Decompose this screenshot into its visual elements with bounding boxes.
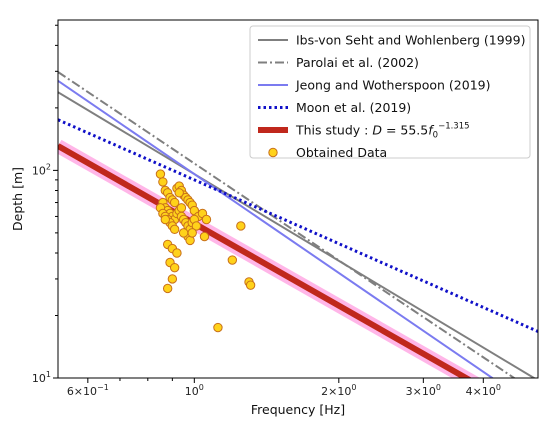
data-point-60 xyxy=(160,214,170,225)
data-point-1 xyxy=(158,177,168,187)
legend-box xyxy=(249,25,531,159)
legend-swatch-5 xyxy=(268,147,278,158)
data-point-59 xyxy=(174,188,184,198)
data-point-61 xyxy=(176,203,187,213)
legend-label-0: Ibs-von Seht and Wohlenberg (1999) xyxy=(296,33,525,48)
data-point-45 xyxy=(199,231,210,242)
data-point-46 xyxy=(178,228,189,238)
data-point-54 xyxy=(227,255,238,265)
x-tick-label-0: 6×10−1 xyxy=(67,383,109,398)
data-point-41 xyxy=(169,224,180,235)
series-line-1 xyxy=(58,71,516,378)
plot-frame xyxy=(57,19,539,379)
x-tick-label-4: 4×100 xyxy=(466,383,501,398)
series-line-4 xyxy=(58,143,473,378)
series-line-0 xyxy=(58,91,536,378)
x-tick-label-2: 2×100 xyxy=(321,383,356,398)
data-point-55 xyxy=(236,221,246,231)
data-point-57 xyxy=(245,280,256,290)
data-point-34 xyxy=(191,221,202,231)
legend: Ibs-von Seht and Wohlenberg (1999) Parola… xyxy=(249,25,531,160)
legend-label-4: This study : D = 55.5f0−1.315 xyxy=(295,122,470,141)
data-point-6 xyxy=(169,197,180,208)
data-point-53 xyxy=(162,283,173,294)
data-point-0 xyxy=(155,169,166,179)
y-tick-label-1: 102 xyxy=(32,162,51,177)
data-point-18 xyxy=(201,214,212,225)
scatter-points xyxy=(155,169,256,333)
legend-label-5: Obtained Data xyxy=(296,145,387,160)
legend-label-3: Moon et al. (2019) xyxy=(296,100,411,115)
x-tick-label-1: 100 xyxy=(185,383,204,398)
data-point-49 xyxy=(172,248,182,258)
y-tick-label-0: 101 xyxy=(32,370,51,385)
legend-label-1: Parolai et al. (2002) xyxy=(296,55,419,70)
y-axis-title: Depth [m] xyxy=(10,167,25,231)
x-tick-label-3: 3×100 xyxy=(406,383,441,398)
data-point-58 xyxy=(213,322,223,333)
axes: 6×10−1 100 2×100 3×100 4×100 101 102 xyxy=(32,24,501,398)
data-point-52 xyxy=(167,274,178,284)
series-line-2 xyxy=(58,79,495,378)
data-point-44 xyxy=(187,228,197,238)
legend-label-2: Jeong and Wotherspoon (2019) xyxy=(295,78,490,93)
data-point-51 xyxy=(169,262,180,273)
series-lines xyxy=(58,71,538,378)
x-axis-title: Frequency [Hz] xyxy=(251,402,345,417)
